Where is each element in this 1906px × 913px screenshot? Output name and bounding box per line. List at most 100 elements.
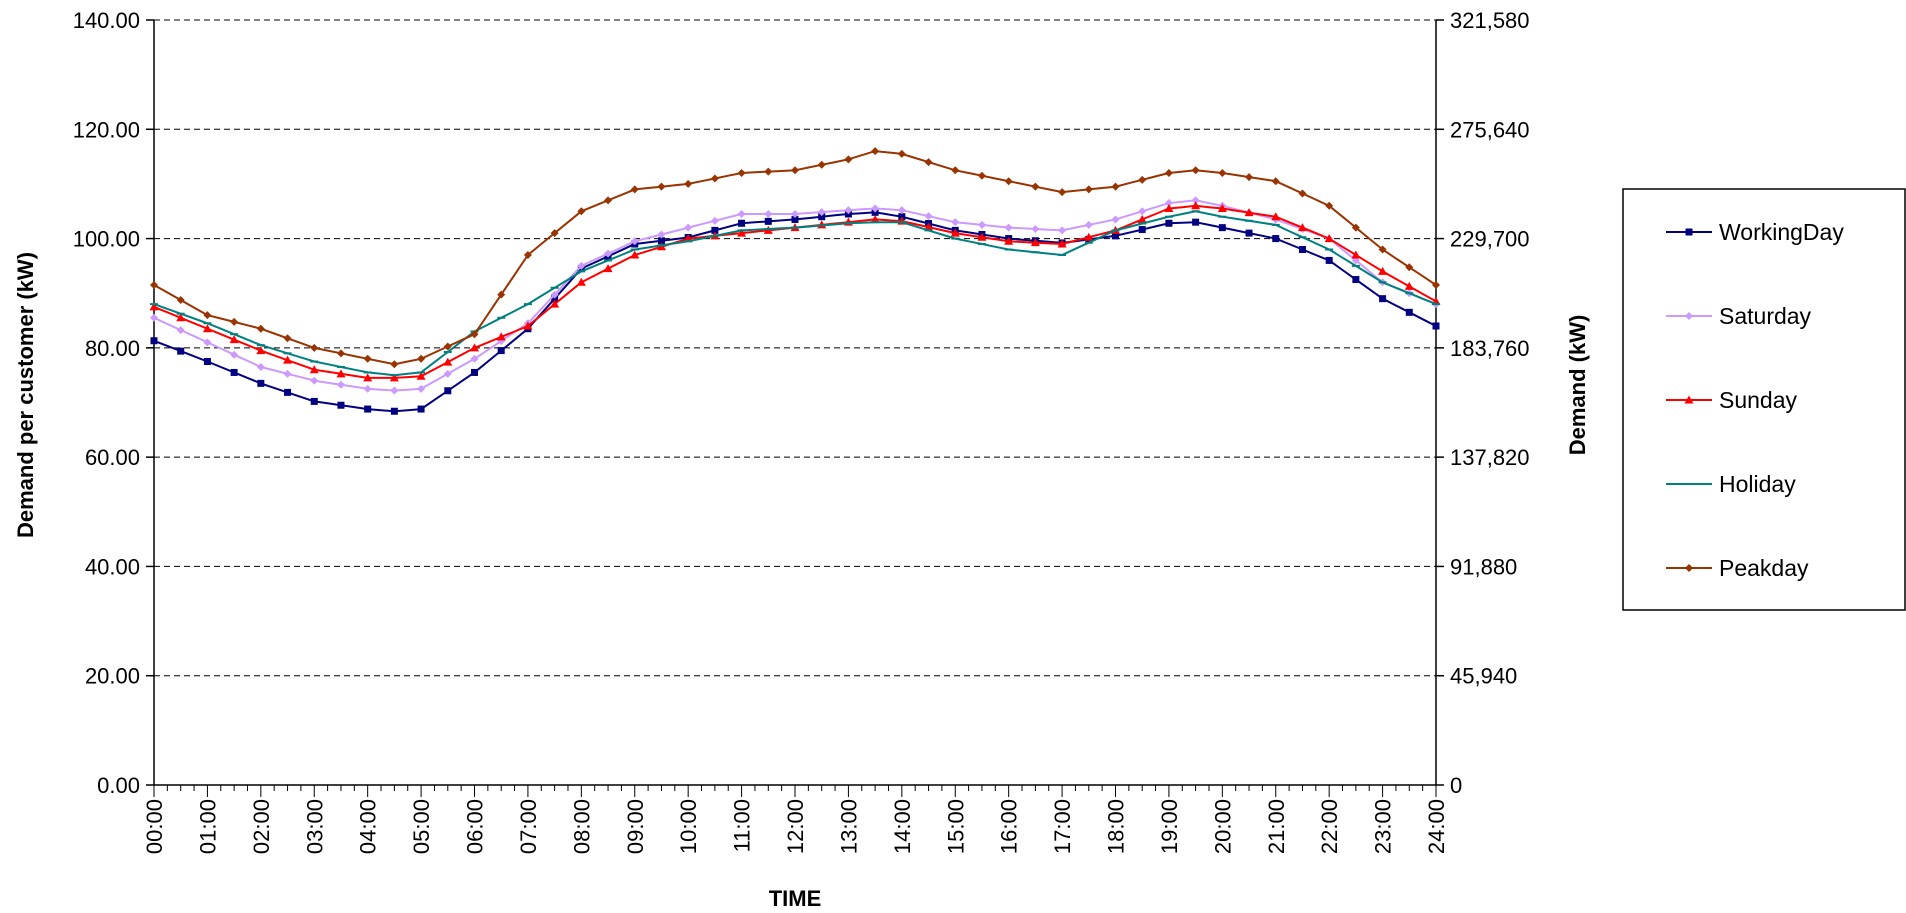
- data-point: [603, 264, 613, 273]
- data-point: [817, 160, 826, 169]
- data-point: [1164, 169, 1173, 177]
- data-point: [737, 169, 746, 177]
- x-tick-label: 02:00: [249, 799, 274, 854]
- data-point: [630, 250, 640, 259]
- data-point: [844, 206, 853, 215]
- data-point: [1004, 223, 1013, 232]
- data-point: [1164, 204, 1174, 213]
- data-point: [1271, 212, 1281, 221]
- data-point: [710, 174, 719, 183]
- data-point: [523, 250, 532, 259]
- data-point: [1351, 223, 1360, 232]
- data-point: [309, 365, 319, 374]
- gridlines: [154, 19, 1436, 677]
- data-point: [283, 334, 292, 343]
- data-point: [550, 299, 560, 308]
- x-tick-label: 04:00: [356, 799, 381, 854]
- data-point: [283, 355, 293, 364]
- y2-tick-label: 0: [1450, 773, 1462, 798]
- x-axis-ticks: 00:00 01:00 02:00 03:00 04:00 05:00 06:00 07:00…: [142, 785, 1449, 854]
- y-tick-label: 0.00: [97, 773, 140, 798]
- data-point: [150, 313, 158, 322]
- data-point: [977, 232, 987, 241]
- data-point: [897, 206, 906, 215]
- x-tick-label: 13:00: [836, 799, 861, 854]
- data-point: [363, 373, 373, 382]
- data-point: [791, 215, 799, 223]
- data-point: [363, 354, 372, 363]
- data-point: [1058, 188, 1067, 197]
- legend-item-saturday: Saturday: [1666, 303, 1812, 329]
- data-point: [1272, 235, 1280, 243]
- y-tick-label: 100.00: [73, 227, 140, 252]
- data-point: [1298, 246, 1306, 253]
- x-tick-label: 12:00: [783, 799, 808, 854]
- data-point: [657, 182, 666, 191]
- data-point: [364, 405, 372, 413]
- data-point: [497, 347, 505, 355]
- data-point: [310, 376, 319, 385]
- data-point: [871, 204, 880, 213]
- data-point: [1244, 208, 1254, 217]
- legend: WorkingDay Saturday Sunday Holiday Peakday: [1622, 188, 1906, 611]
- data-point: [924, 158, 933, 167]
- x-axis-title: TIME: [769, 886, 822, 911]
- series-line: [153, 150, 1437, 366]
- data-point: [203, 338, 212, 347]
- data-point: [1325, 201, 1334, 210]
- x-tick-label: 08:00: [569, 799, 594, 854]
- y-axis-ticks: 0.00 20.00 40.00 60.00 80.00 100.00 120.00 140.…: [73, 8, 154, 798]
- data-point: [551, 295, 559, 303]
- y2-tick-label: 137,820: [1450, 445, 1530, 470]
- data-point: [630, 237, 639, 246]
- data-point: [389, 373, 399, 382]
- y-tick-label: 20.00: [85, 664, 140, 689]
- data-point: [737, 228, 747, 237]
- data-point: [1352, 276, 1360, 284]
- data-point: [283, 369, 292, 378]
- x-tick-label: 00:00: [142, 799, 167, 854]
- data-point: [1432, 281, 1440, 290]
- data-point: [711, 226, 719, 234]
- data-point: [924, 212, 933, 221]
- data-point: [791, 209, 799, 218]
- x-tick-label: 19:00: [1157, 799, 1182, 854]
- data-point: [657, 230, 666, 239]
- data-point: [443, 369, 452, 378]
- x-tick-label: 11:00: [730, 799, 755, 852]
- data-point: [390, 360, 399, 369]
- data-point: [444, 387, 452, 395]
- data-point: [1084, 220, 1093, 229]
- data-point: [1378, 266, 1388, 275]
- data-point: [497, 290, 506, 299]
- data-point: [443, 357, 453, 366]
- y2-tick-label: 45,940: [1450, 664, 1517, 689]
- x-tick-label: 23:00: [1371, 799, 1396, 854]
- data-point: [470, 343, 479, 352]
- data-point: [897, 149, 906, 158]
- data-point: [657, 237, 665, 245]
- data-point: [417, 405, 425, 413]
- data-point: [1218, 169, 1227, 177]
- data-point: [150, 281, 158, 290]
- data-point: [470, 330, 479, 339]
- data-point: [1378, 245, 1387, 254]
- data-point: [1031, 225, 1040, 234]
- x-tick-label: 15:00: [943, 799, 968, 854]
- data-point: [1324, 234, 1334, 243]
- data-point: [202, 324, 212, 333]
- y-tick-label: 60.00: [85, 445, 140, 470]
- data-point: [764, 209, 773, 218]
- x-tick-label: 01:00: [195, 799, 220, 854]
- data-point: [1405, 263, 1414, 272]
- data-point: [1325, 256, 1333, 264]
- data-point: [230, 368, 238, 376]
- data-point: [1218, 224, 1226, 232]
- data-point: [1404, 281, 1414, 290]
- data-point: [496, 332, 506, 341]
- data-point: [1405, 308, 1413, 316]
- data-point: [230, 350, 239, 359]
- data-point: [950, 228, 960, 237]
- data-point: [817, 208, 826, 217]
